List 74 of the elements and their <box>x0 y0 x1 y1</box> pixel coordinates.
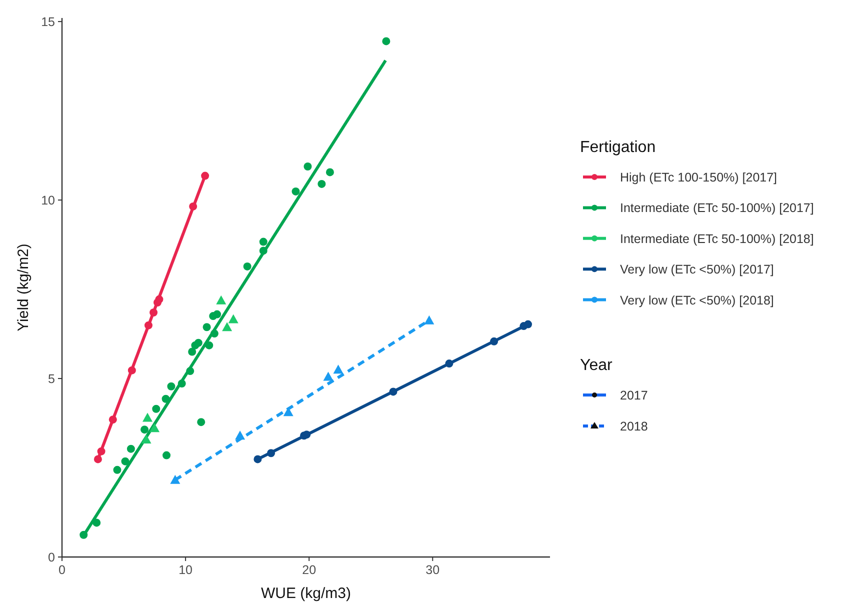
point <box>424 315 434 324</box>
point <box>178 380 186 388</box>
point <box>228 314 238 324</box>
point <box>333 364 344 374</box>
point <box>202 323 211 332</box>
point <box>126 444 135 453</box>
point <box>445 360 454 368</box>
legend-label: Intermediate (ETc 50-100%) [2017] <box>620 201 814 216</box>
point <box>222 322 232 332</box>
point <box>243 262 252 270</box>
point <box>170 474 180 484</box>
point <box>162 394 170 403</box>
point <box>259 238 268 246</box>
point <box>188 348 196 356</box>
point <box>121 457 130 466</box>
point <box>235 430 246 440</box>
x-tick-label: 10 <box>178 563 193 577</box>
point <box>213 310 222 318</box>
point <box>141 434 152 444</box>
point <box>326 168 334 176</box>
point <box>267 449 276 458</box>
point <box>197 418 206 426</box>
point <box>304 162 312 170</box>
point <box>162 451 171 460</box>
point <box>167 382 176 390</box>
point <box>186 367 194 376</box>
point <box>142 412 152 422</box>
legend-title: Fertigation <box>580 139 656 156</box>
point <box>283 407 294 416</box>
point <box>144 321 152 330</box>
y-tick-label: 5 <box>48 372 56 386</box>
point <box>194 338 202 347</box>
point <box>216 295 226 304</box>
legend-label: High (ETc 100-150%) [2017] <box>620 170 778 184</box>
y-axis-title: Yield (kg/m2) <box>15 244 32 332</box>
point <box>80 530 88 539</box>
point <box>259 246 268 255</box>
point <box>108 416 117 424</box>
x-tick-label: 20 <box>302 563 316 577</box>
legend-label: Very low (ETc <50%) [2017] <box>620 262 774 277</box>
point <box>113 466 122 474</box>
point <box>389 388 398 396</box>
text: 2017 <box>620 388 648 402</box>
point <box>92 518 101 527</box>
point <box>189 202 198 210</box>
point <box>128 366 136 374</box>
point <box>150 308 158 316</box>
point <box>152 404 160 413</box>
point <box>382 37 390 46</box>
legend-label: Very low (ETc <50%) [2018] <box>620 293 774 308</box>
y-tick-label: 0 <box>48 550 56 564</box>
point <box>150 423 160 432</box>
point <box>140 426 149 434</box>
point <box>318 180 326 188</box>
point <box>210 330 218 338</box>
point <box>254 455 262 464</box>
point <box>323 372 334 381</box>
text: 2018 <box>620 420 648 434</box>
point <box>94 455 102 464</box>
y-tick-label: 15 <box>41 15 56 30</box>
point <box>490 337 498 346</box>
y-tick-label: 10 <box>41 194 56 208</box>
text: Year <box>580 357 613 374</box>
point <box>302 430 311 439</box>
point <box>205 341 214 350</box>
point <box>97 447 106 456</box>
x-tick-label: 30 <box>426 563 440 577</box>
legend-label: Intermediate (ETc 50-100%) [2018] <box>620 232 814 246</box>
x-axis-title: WUE (kg/m3) <box>261 585 352 602</box>
point <box>524 320 532 328</box>
point <box>292 187 300 196</box>
x-tick-label: 0 <box>58 563 66 577</box>
point <box>201 172 210 180</box>
point <box>155 295 164 304</box>
